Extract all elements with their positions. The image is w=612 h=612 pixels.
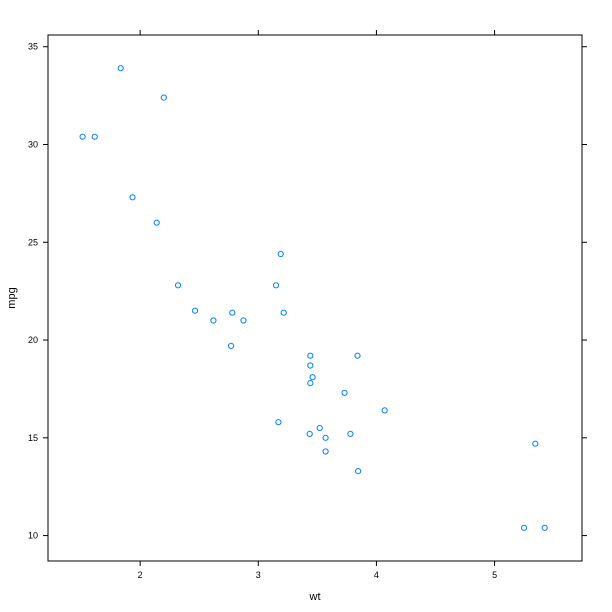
data-point (228, 342, 235, 349)
y-tick-label: 20 (28, 335, 38, 345)
data-point (117, 65, 124, 72)
y-tick-label: 30 (28, 140, 38, 150)
x-tick-label: 2 (138, 570, 143, 580)
data-point (174, 282, 182, 289)
data-point (129, 194, 136, 201)
data-point (381, 407, 388, 414)
data-point (240, 317, 247, 324)
data-point (91, 133, 98, 140)
data-point (532, 440, 539, 447)
data-point (355, 468, 362, 475)
data-point (210, 317, 217, 324)
y-tick-label: 15 (28, 433, 38, 443)
data-points (79, 65, 548, 531)
data-point (309, 374, 316, 381)
y-axis-title: mpg (6, 287, 18, 308)
y-tick-label: 25 (28, 237, 38, 247)
data-point (275, 419, 282, 426)
data-point (306, 430, 313, 437)
x-axis-title: wt (309, 591, 321, 603)
data-point (229, 309, 236, 316)
data-point (354, 352, 361, 359)
data-point (316, 424, 323, 432)
x-tick-label: 4 (374, 570, 379, 580)
data-point (307, 362, 314, 369)
data-point (79, 133, 86, 140)
x-tick-label: 5 (492, 570, 497, 580)
x-tick-label: 3 (256, 570, 261, 580)
data-point (347, 430, 354, 437)
data-point (541, 524, 548, 531)
data-point (521, 524, 528, 531)
data-point (341, 389, 348, 396)
data-point (307, 380, 314, 387)
data-point (160, 94, 167, 101)
data-point (277, 250, 284, 258)
data-point (272, 282, 280, 289)
y-tick-label: 10 (28, 531, 38, 541)
data-point (280, 309, 287, 316)
y-tick-label: 35 (28, 42, 38, 52)
axis-ticks: 2 3 4 5 10 15 20 25 30 35 (28, 30, 587, 580)
data-point (322, 434, 329, 441)
data-point (192, 307, 199, 314)
data-point (307, 352, 314, 359)
data-point (322, 448, 329, 455)
plot-frame (47, 34, 583, 562)
data-point (153, 219, 160, 226)
